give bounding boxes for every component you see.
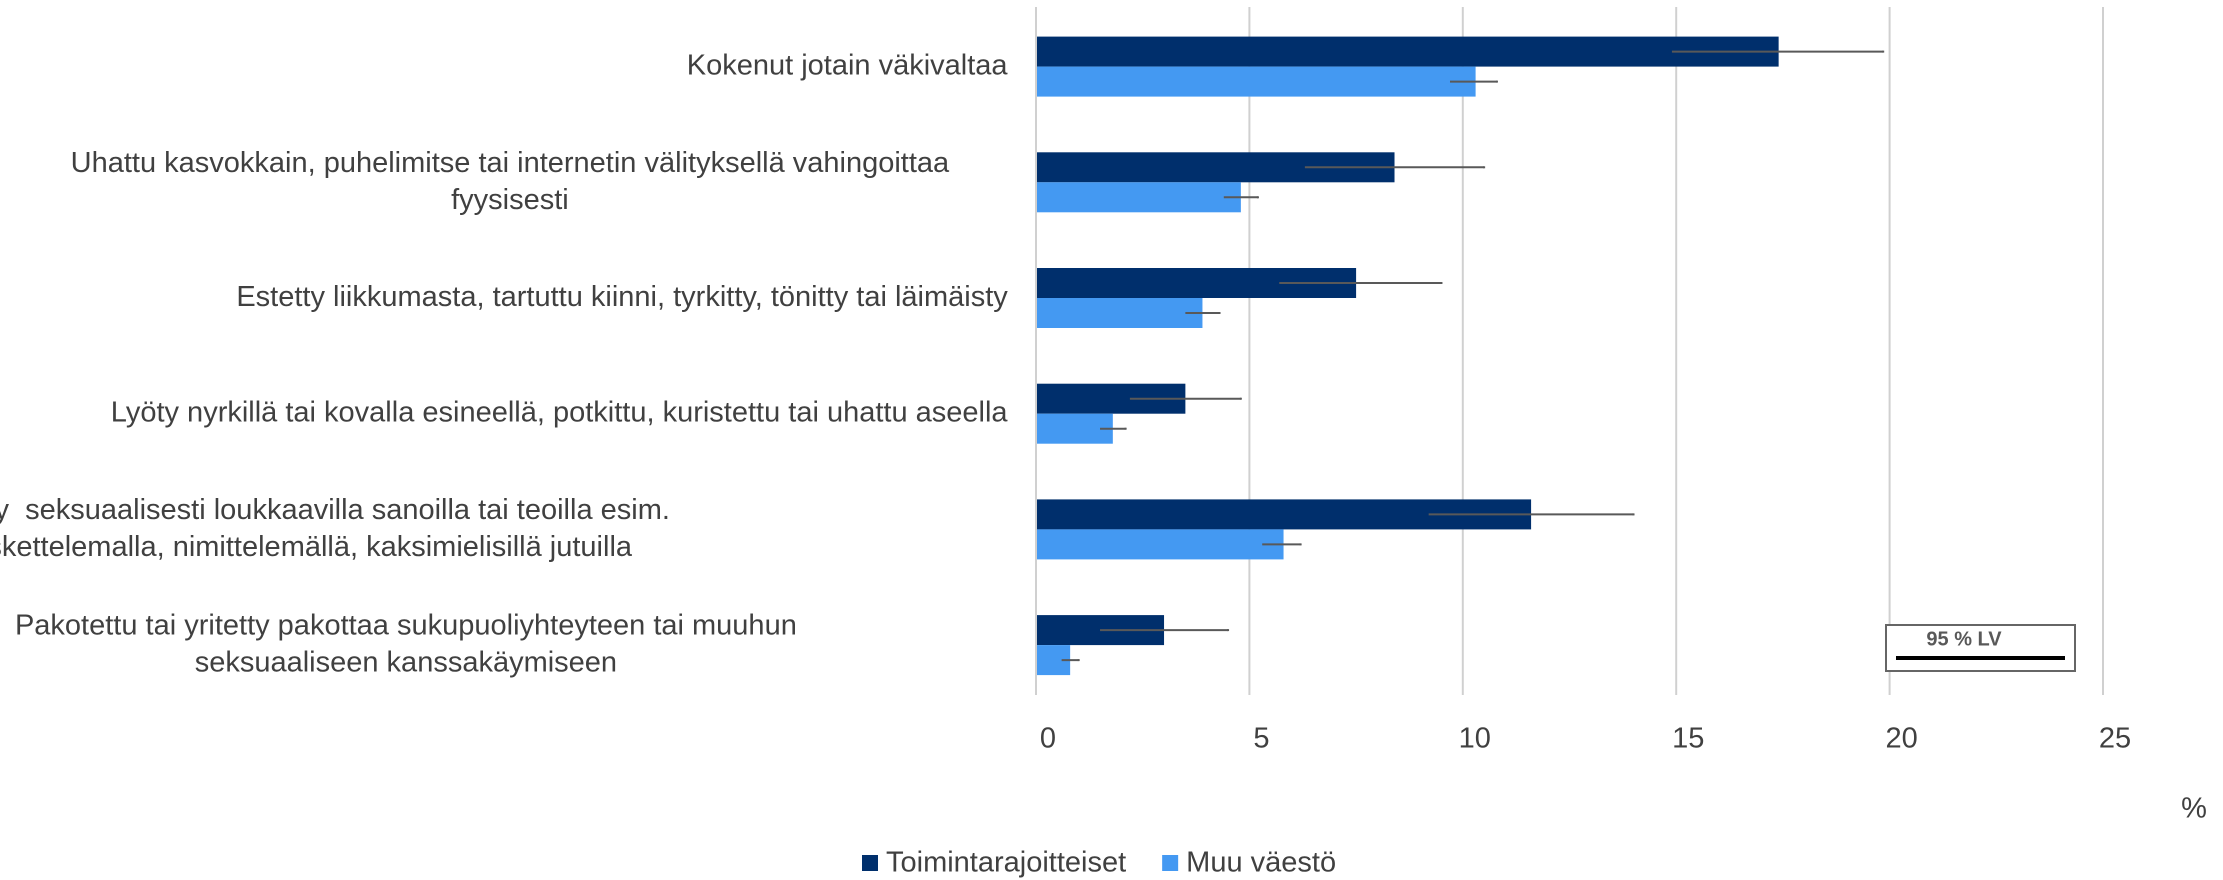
category-label-line: fyysisesti [451,183,569,215]
x-tick-label: 10 [1459,723,1491,755]
ci-legend-text: 95 % LV [1926,628,2002,650]
x-tick-label: 15 [1672,723,1704,755]
legend-swatch [862,855,878,871]
bar [1036,298,1203,328]
legend-label: Toimintarajoitteiset [886,847,1126,879]
bar [1036,182,1241,213]
category-label-line: Lyöty nyrkillä tai kovalla esineellä, po… [111,396,1009,428]
x-tick-label: 5 [1253,723,1269,755]
ci-legend-box [1885,624,2076,672]
x-tick-label: 25 [2099,723,2131,755]
category-label-line: Uhattu kasvokkain, puhelimitse tai inter… [71,146,950,178]
category-label-line: Kokenut jotain väkivaltaa [687,49,1009,81]
bar [1036,36,1779,67]
bar [1036,66,1476,97]
legend-swatch [1162,855,1179,871]
category-label: Häiritty seksuaalisesti loukkaavilla san… [0,494,670,563]
category-label-line: Estetty liikkumasta, tartuttu kiinni, ty… [236,281,1008,313]
bar [1036,529,1284,560]
category-label: Uhattu kasvokkain, puhelimitse tai inter… [71,146,950,215]
category-label: Estetty liikkumasta, tartuttu kiinni, ty… [236,281,1008,313]
legend-label: Muu väestö [1186,847,1336,879]
category-label: Kokenut jotain väkivaltaa [687,49,1009,81]
category-label-line: Pakotettu tai yritetty pakottaa sukupuol… [15,609,797,641]
category-label: Lyöty nyrkillä tai kovalla esineellä, po… [111,396,1009,428]
category-label-line: koskettelemalla, nimittelemällä, kaksimi… [0,531,633,563]
x-tick-label: 20 [1885,723,1917,755]
x-tick-label: 0 [1040,723,1056,755]
category-label: Pakotettu tai yritetty pakottaa sukupuol… [15,609,797,678]
ci-legend: 95 % LV [1885,624,2076,672]
x-axis-label: % [2181,793,2207,825]
category-label-line: seksuaaliseen kanssakäymiseen [195,646,617,678]
category-label-line: Häiritty seksuaalisesti loukkaavilla san… [0,494,670,526]
